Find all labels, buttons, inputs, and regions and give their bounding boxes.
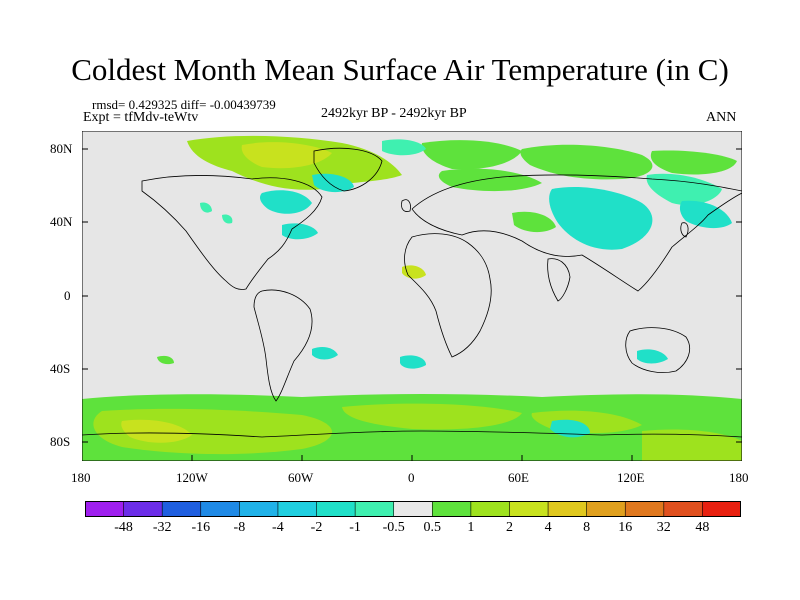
y-tick-label: 80N [50, 141, 73, 156]
y-tick-label: 80S [50, 434, 71, 449]
colorbar-swatch [624, 501, 665, 517]
x-tick-label: 180 [71, 470, 91, 485]
colorbar-swatch [431, 501, 472, 517]
colorbar-label: -2 [310, 520, 323, 535]
lat-ticks [82, 148, 742, 443]
colorbar-swatch [354, 501, 395, 517]
antarctic-anomalies [82, 394, 742, 461]
stats-text: rmsd= 0.429325 diff= -0.00439739 [92, 97, 276, 112]
lon-ticks [191, 455, 633, 461]
colorbar-label: 4 [544, 520, 552, 535]
south-anomalies [157, 347, 668, 369]
colorbar-swatch [123, 501, 163, 517]
colorbar-swatch [161, 501, 202, 517]
colorbar-swatch [393, 501, 434, 517]
colorbar-label: -32 [152, 520, 172, 535]
colorbar [85, 501, 741, 517]
colorbar-swatch [85, 501, 125, 517]
arctic-anomalies [187, 135, 737, 192]
colorbar-swatch [586, 501, 627, 517]
colorbar-label: 2 [506, 520, 513, 535]
experiment-label: Expt = tfMdv-teWtv [83, 110, 199, 125]
north-cool-anomalies [200, 173, 732, 279]
x-tick-label: 60E [508, 470, 529, 485]
colorbar-swatch [547, 501, 588, 517]
temperature-map [82, 131, 742, 461]
colorbar-swatch [470, 501, 511, 517]
y-tick-label: 0 [64, 288, 71, 303]
x-tick-label: 120E [617, 470, 645, 485]
colorbar-label: -8 [233, 520, 246, 535]
season-label: ANN [706, 110, 737, 125]
colorbar-label: 48 [695, 520, 710, 535]
colorbar-label: 1 [467, 520, 475, 535]
colorbar-label: 16 [618, 520, 633, 535]
colorbar-swatch [316, 501, 356, 517]
colorbar-label: 32 [656, 520, 671, 535]
y-tick-label: 40S [50, 361, 71, 376]
colorbar-label: -48 [114, 520, 133, 535]
map-title: Coldest Month Mean Surface Air Temperatu… [71, 52, 729, 87]
colorbar-label: -16 [191, 520, 211, 535]
y-tick-label: 40N [50, 214, 73, 229]
colorbar-swatch [702, 501, 741, 517]
colorbar-label: -1 [349, 520, 361, 535]
colorbar-swatch [239, 501, 279, 517]
colorbar-swatch [277, 501, 318, 517]
colorbar-label: -4 [272, 520, 284, 535]
x-tick-label: 60W [288, 470, 314, 485]
x-tick-label: 120W [176, 470, 208, 485]
colorbar-swatch [509, 501, 549, 517]
x-tick-label: 180 [729, 470, 749, 485]
colorbar-swatch [663, 501, 704, 517]
x-tick-label: 0 [408, 470, 415, 485]
period-label: 2492kyr BP - 2492kyr BP [321, 106, 467, 121]
coastlines [82, 147, 742, 438]
colorbar-label: -0.5 [382, 520, 405, 535]
colorbar-swatch [200, 501, 241, 517]
colorbar-label: 8 [583, 520, 591, 535]
colorbar-label: 0.5 [423, 520, 442, 535]
